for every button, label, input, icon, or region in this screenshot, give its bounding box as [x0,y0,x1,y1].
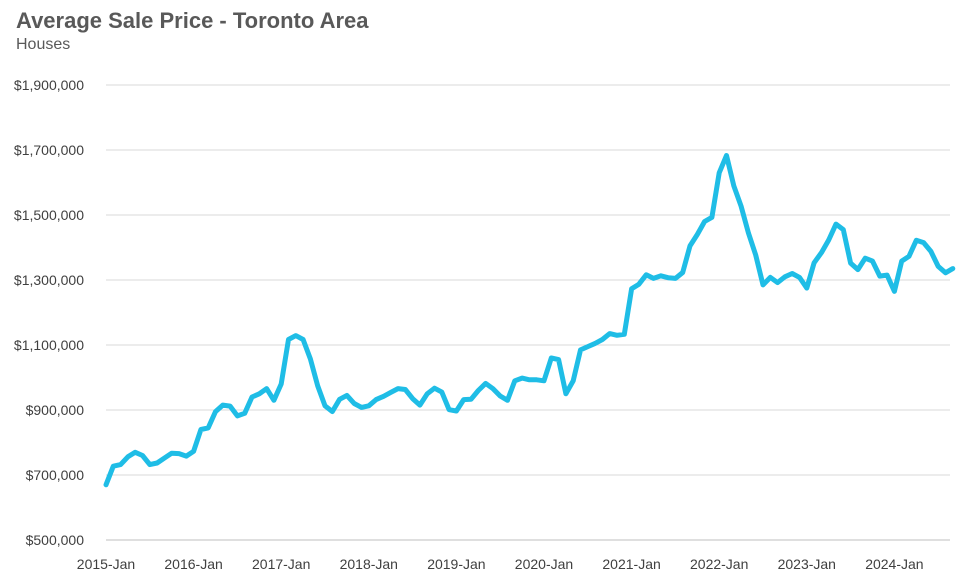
x-tick-label: 2024-Jan [865,556,923,572]
x-tick-label: 2018-Jan [340,556,398,572]
x-tick-label: 2022-Jan [690,556,748,572]
y-tick-label: $1,700,000 [14,142,84,158]
x-tick-label: 2017-Jan [252,556,310,572]
x-tick-label: 2020-Jan [515,556,573,572]
y-tick-label: $1,100,000 [14,337,84,353]
x-tick-label: 2019-Jan [427,556,485,572]
gridlines [106,84,950,541]
chart-subtitle: Houses [16,36,71,53]
y-tick-label: $700,000 [26,467,85,483]
y-axis: $500,000 $700,000 $900,000 $1,100,000 $1,300… [14,77,84,548]
x-axis: 2015-Jan 2016-Jan 2017-Jan 2018-Jan 2019-Jan… [77,556,924,572]
x-tick-label: 2015-Jan [77,556,135,572]
series-line [103,153,956,488]
y-tick-label: $500,000 [26,532,85,548]
chart-title: Average Sale Price - Toronto Area [16,8,369,33]
x-tick-label: 2023-Jan [778,556,836,572]
y-tick-label: $1,900,000 [14,77,84,93]
x-tick-label: 2016-Jan [164,556,222,572]
y-tick-label: $1,300,000 [14,272,84,288]
x-tick-label: 2021-Jan [602,556,660,572]
plot-area [103,153,956,488]
y-tick-label: $1,500,000 [14,207,84,223]
y-tick-label: $900,000 [26,402,85,418]
